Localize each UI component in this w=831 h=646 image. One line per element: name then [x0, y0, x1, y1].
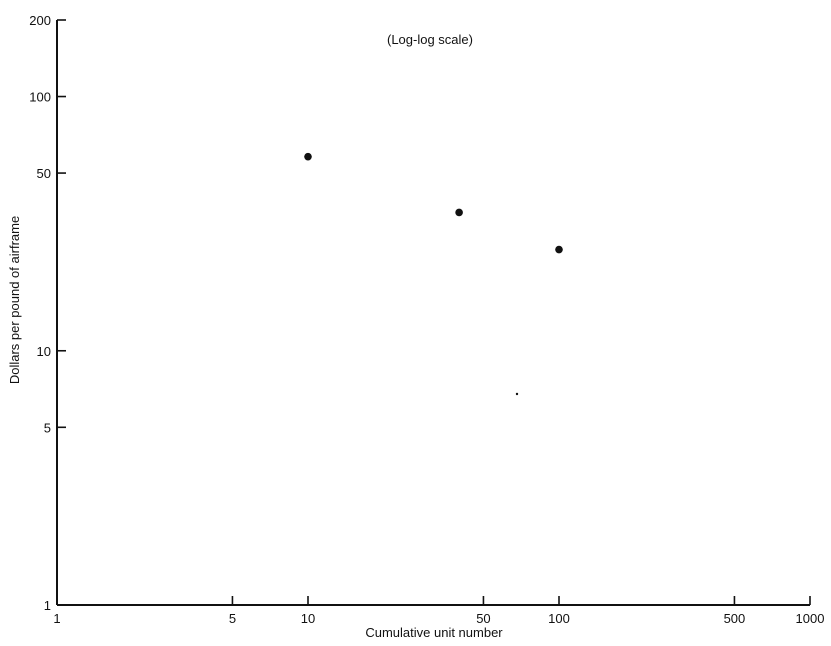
x-tick-label: 100: [548, 611, 570, 626]
x-axis-label: Cumulative unit number: [365, 625, 503, 640]
x-tick-label: 1000: [796, 611, 825, 626]
x-tick-label: 5: [229, 611, 236, 626]
scale-annotation: (Log-log scale): [387, 32, 473, 47]
axes: [56, 20, 810, 606]
y-axis-ticks: 1 5 10 50 100 200: [29, 13, 66, 613]
x-tick-label: 1: [53, 611, 60, 626]
y-tick-label: 100: [29, 90, 51, 105]
y-tick-label: 200: [29, 13, 51, 28]
data-point: [455, 208, 463, 217]
x-tick-label: 50: [476, 611, 490, 626]
y-tick-label: 10: [37, 344, 51, 359]
x-tick-label: 500: [724, 611, 746, 626]
y-axis-label: Dollars per pound of airframe: [7, 216, 22, 384]
y-tick-label: 5: [44, 420, 51, 435]
data-point: [555, 245, 563, 254]
x-axis-ticks: 1 5 10 50 100 500 1000: [53, 596, 824, 626]
y-tick-label: 50: [37, 166, 51, 181]
data-point: [304, 152, 312, 161]
stray-mark: [515, 392, 519, 396]
x-tick-label: 10: [301, 611, 315, 626]
y-tick-label: 1: [44, 598, 51, 613]
data-points: [304, 152, 563, 254]
